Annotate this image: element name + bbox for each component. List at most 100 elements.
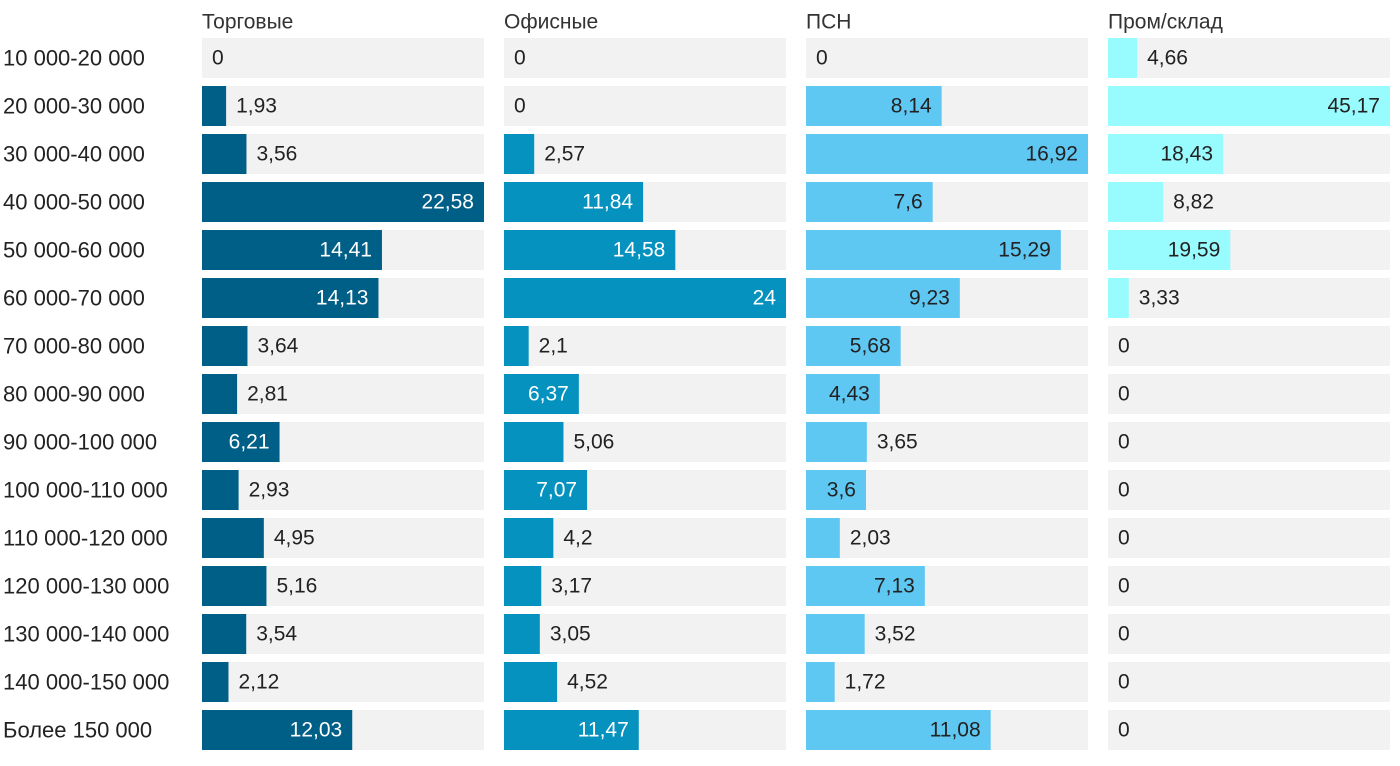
bar bbox=[504, 278, 786, 318]
bar bbox=[202, 470, 239, 510]
data-label: 19,59 bbox=[1168, 239, 1221, 262]
data-label: 3,33 bbox=[1139, 287, 1180, 310]
bar bbox=[504, 470, 588, 510]
data-label: 2,57 bbox=[544, 143, 585, 166]
category-label: 90 000-100 000 bbox=[3, 430, 157, 455]
bar-track bbox=[202, 86, 484, 126]
bar-track bbox=[1108, 38, 1390, 78]
bar-track bbox=[1108, 662, 1390, 702]
bar-track bbox=[504, 86, 786, 126]
data-label: 0 bbox=[1118, 527, 1130, 550]
category-label: 60 000-70 000 bbox=[3, 286, 145, 311]
bar bbox=[202, 278, 379, 318]
category-label: 40 000-50 000 bbox=[3, 190, 145, 215]
data-label: 45,17 bbox=[1327, 95, 1380, 118]
bar-track bbox=[202, 470, 484, 510]
data-label: 4,52 bbox=[567, 671, 608, 694]
bar bbox=[1108, 182, 1164, 222]
bar-track bbox=[806, 38, 1088, 78]
data-label: 5,16 bbox=[276, 575, 317, 598]
bar-track bbox=[504, 566, 786, 606]
bar bbox=[504, 710, 639, 750]
data-label: 14,58 bbox=[613, 239, 666, 262]
bar-track bbox=[504, 614, 786, 654]
bar-track bbox=[1108, 566, 1390, 606]
bar bbox=[202, 614, 247, 654]
bar-track bbox=[1108, 470, 1390, 510]
data-label: 3,64 bbox=[257, 335, 298, 358]
data-label: 0 bbox=[1118, 719, 1130, 742]
data-label: 11,47 bbox=[578, 719, 629, 742]
category-label: 30 000-40 000 bbox=[3, 142, 145, 167]
bar bbox=[504, 230, 676, 270]
category-label: 80 000-90 000 bbox=[3, 382, 145, 407]
category-label: 10 000-20 000 bbox=[3, 46, 145, 71]
bar bbox=[504, 182, 644, 222]
bar-track bbox=[504, 38, 786, 78]
bar-track bbox=[806, 662, 1088, 702]
bar bbox=[1108, 278, 1129, 318]
bar bbox=[504, 134, 535, 174]
bar-track bbox=[504, 134, 786, 174]
data-label: 2,93 bbox=[249, 479, 290, 502]
data-label: 0 bbox=[816, 47, 828, 70]
data-label: 3,56 bbox=[256, 143, 297, 166]
data-label: 1,93 bbox=[236, 95, 277, 118]
data-label: 0 bbox=[1118, 431, 1130, 454]
data-label: 6,37 bbox=[528, 383, 569, 406]
bar bbox=[806, 374, 880, 414]
data-label: 18,43 bbox=[1160, 143, 1213, 166]
bar bbox=[1108, 38, 1138, 78]
bar-track bbox=[1108, 614, 1390, 654]
bar bbox=[1108, 86, 1390, 126]
data-label: 0 bbox=[212, 47, 224, 70]
bar bbox=[202, 326, 248, 366]
data-label: 14,13 bbox=[316, 287, 369, 310]
bar-track bbox=[1108, 326, 1390, 366]
category-label: 140 000-150 000 bbox=[3, 670, 169, 695]
data-label: 3,65 bbox=[877, 431, 918, 454]
data-label: 24 bbox=[753, 287, 777, 310]
bar bbox=[202, 566, 267, 606]
data-label: 16,92 bbox=[1025, 143, 1078, 166]
bar bbox=[202, 134, 247, 174]
data-label: 6,21 bbox=[229, 431, 270, 454]
data-label: 0 bbox=[1118, 335, 1130, 358]
bar-track bbox=[1108, 374, 1390, 414]
bar bbox=[202, 374, 238, 414]
bar bbox=[806, 422, 867, 462]
bar-track bbox=[1108, 518, 1390, 558]
data-label: 0 bbox=[514, 95, 526, 118]
bar-track bbox=[202, 374, 484, 414]
bar-track bbox=[202, 662, 484, 702]
data-label: 0 bbox=[1118, 383, 1130, 406]
data-label: 3,54 bbox=[256, 623, 297, 646]
bar-track bbox=[202, 614, 484, 654]
category-label: 20 000-30 000 bbox=[3, 94, 145, 119]
data-label: 3,05 bbox=[550, 623, 591, 646]
bar bbox=[1108, 134, 1224, 174]
data-label: 15,29 bbox=[998, 239, 1051, 262]
data-label: 8,82 bbox=[1173, 191, 1214, 214]
category-label: 100 000-110 000 bbox=[3, 478, 168, 503]
bar bbox=[806, 182, 933, 222]
bar bbox=[806, 278, 960, 318]
category-label: Более 150 000 bbox=[3, 718, 152, 743]
data-label: 7,13 bbox=[874, 575, 915, 598]
bar bbox=[504, 662, 558, 702]
data-label: 11,84 bbox=[582, 191, 633, 214]
bar bbox=[806, 518, 840, 558]
data-label: 0 bbox=[1118, 623, 1130, 646]
bar bbox=[202, 662, 229, 702]
bar-track bbox=[1108, 710, 1390, 750]
data-label: 2,12 bbox=[238, 671, 279, 694]
data-label: 7,6 bbox=[893, 191, 922, 214]
bar bbox=[202, 182, 484, 222]
data-label: 0 bbox=[514, 47, 526, 70]
bar-track bbox=[202, 38, 484, 78]
category-label: 130 000-140 000 bbox=[3, 622, 169, 647]
bar bbox=[202, 710, 353, 750]
bar bbox=[806, 134, 1088, 174]
data-label: 4,66 bbox=[1147, 47, 1188, 70]
